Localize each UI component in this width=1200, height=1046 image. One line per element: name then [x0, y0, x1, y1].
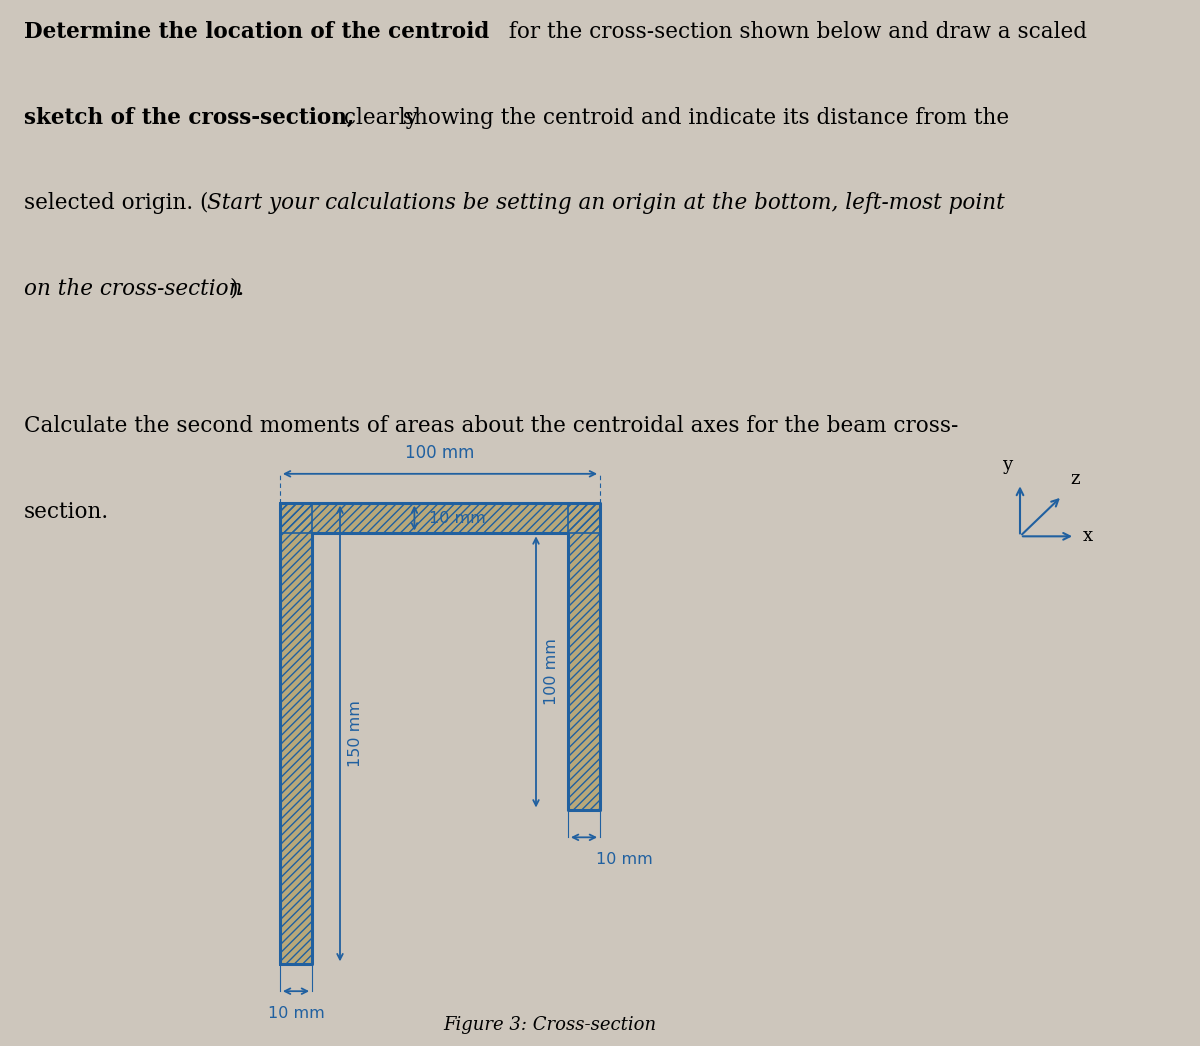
Text: 100 mm: 100 mm [544, 638, 559, 705]
Text: Figure 3: Cross-section: Figure 3: Cross-section [444, 1016, 656, 1033]
Text: x: x [1084, 527, 1093, 545]
Text: section.: section. [24, 501, 109, 523]
Text: 10 mm: 10 mm [430, 510, 486, 525]
Text: z: z [1070, 471, 1080, 488]
Text: ).: ). [229, 278, 245, 300]
Text: 150 mm: 150 mm [348, 700, 362, 767]
Text: 10 mm: 10 mm [596, 851, 653, 867]
Text: clearly: clearly [337, 107, 419, 129]
Bar [280, 503, 312, 964]
Text: 100 mm: 100 mm [406, 445, 475, 462]
Text: sketch of the cross-section,: sketch of the cross-section, [24, 107, 354, 129]
Bar [280, 503, 600, 533]
Text: 10 mm: 10 mm [268, 1005, 324, 1021]
Text: showing the centroid and indicate its distance from the: showing the centroid and indicate its di… [396, 107, 1009, 129]
Text: Determine the location of the centroid: Determine the location of the centroid [24, 21, 490, 43]
Text: on the cross-section: on the cross-section [24, 278, 242, 300]
Bar [568, 503, 600, 811]
Bar [280, 503, 312, 964]
Bar [280, 503, 600, 533]
Text: Start your calculations be setting an origin at the bottom, left-most point: Start your calculations be setting an or… [208, 192, 1004, 214]
Text: for the cross-section shown below and draw a scaled: for the cross-section shown below and dr… [502, 21, 1087, 43]
Text: y: y [1002, 456, 1012, 474]
Bar [568, 503, 600, 811]
Text: Calculate the second moments of areas about the centroidal axes for the beam cro: Calculate the second moments of areas ab… [24, 415, 959, 437]
Text: selected origin. (: selected origin. ( [24, 192, 209, 214]
